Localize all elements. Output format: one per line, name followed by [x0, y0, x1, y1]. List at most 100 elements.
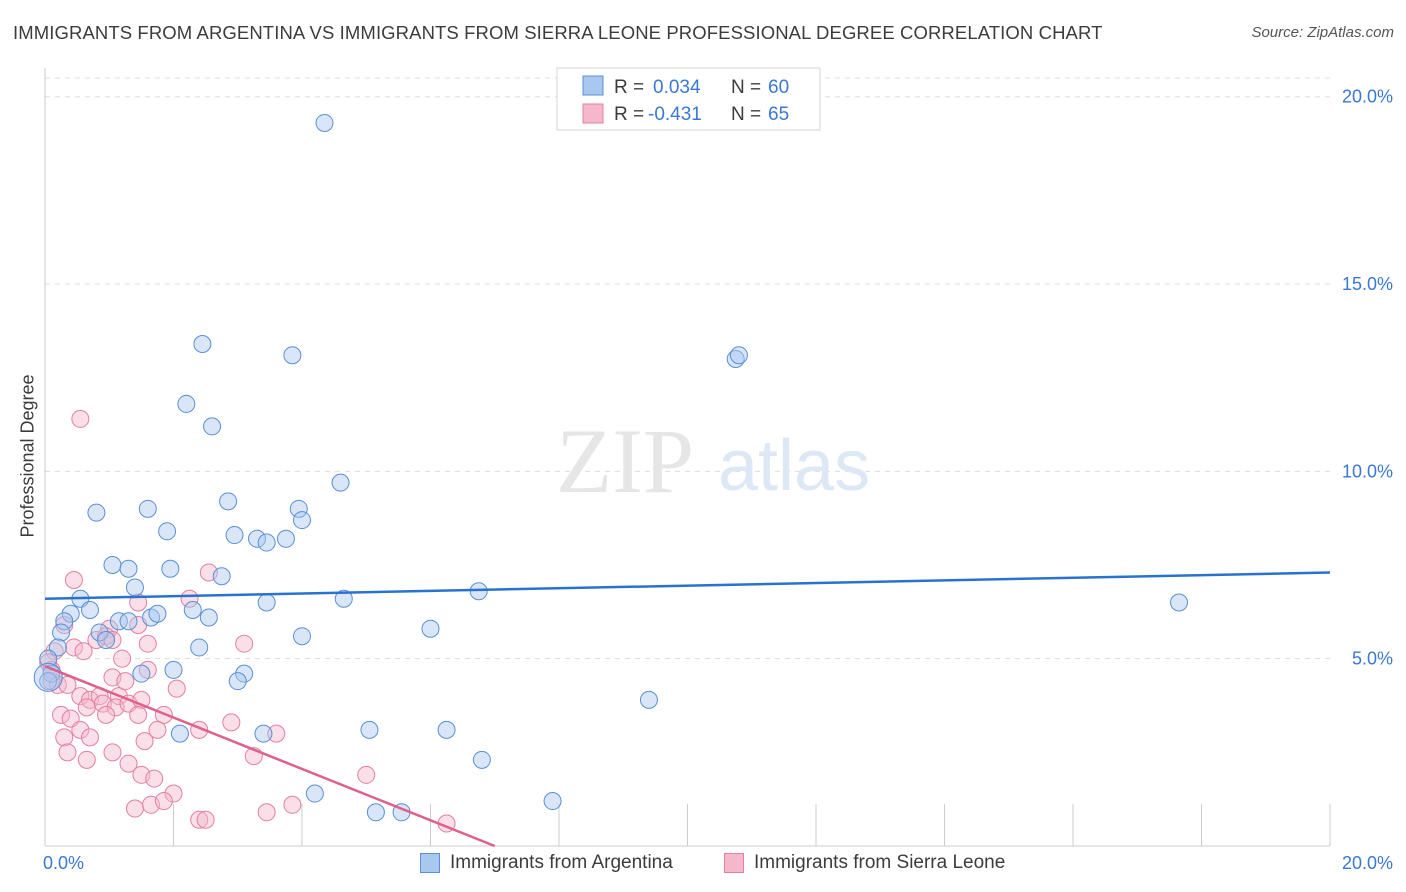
legend-swatch-argentina	[420, 853, 440, 873]
sierra-leone-point-55	[190, 810, 209, 829]
argentina-point-16	[257, 533, 276, 552]
stats-r-label-2: R =	[614, 104, 644, 125]
sierra-leone-point-37	[71, 720, 90, 739]
stats-n-value-1: 60	[768, 77, 789, 98]
argentina-point-4	[729, 346, 748, 365]
sierra-leone-point-48	[145, 769, 164, 788]
argentina-point-24	[257, 593, 276, 612]
stats-n-label-2: N =	[731, 104, 761, 125]
argentina-point-8	[219, 492, 238, 511]
sierra-leone-point-34	[97, 705, 116, 724]
sierra-leone-point-43	[103, 743, 122, 762]
argentina-point-57	[305, 784, 324, 803]
argentina-point-2	[283, 346, 302, 365]
sierra-leone-point-14	[64, 638, 83, 657]
argentina-point-33	[119, 612, 138, 631]
argentina-point-39	[97, 630, 116, 649]
argentina-point-14	[225, 526, 244, 545]
argentina-point-53	[254, 724, 273, 743]
stats-legend: R = 0.034 N = 60 R = -0.431 N = 65	[556, 67, 821, 131]
argentina-point-21	[212, 567, 231, 586]
argentina-point-36	[199, 608, 218, 627]
y-tick-label-0: 5.0%	[1352, 649, 1393, 669]
legend-item-argentina: Immigrants from Argentina	[420, 852, 673, 874]
argentina-point-32	[109, 612, 128, 631]
argentina-point-42	[190, 638, 209, 657]
sierra-leone-trend-line	[44, 665, 496, 848]
argentina-point-30	[183, 600, 202, 619]
legend-label-argentina: Immigrants from Argentina	[450, 852, 673, 873]
argentina-point-22	[125, 578, 144, 597]
argentina-point-29	[61, 604, 80, 623]
argentina-point-19	[119, 559, 138, 578]
x-tick-label-max: 20.0%	[1342, 853, 1393, 873]
argentina-point-56	[472, 750, 491, 769]
sierra-leone-point-12	[138, 634, 157, 653]
argentina-point-1	[193, 334, 212, 353]
watermark-zip: ZIP	[556, 410, 694, 512]
argentina-point-35	[148, 604, 167, 623]
argentina-point-11	[289, 499, 308, 518]
legend-item-sierra-leone: Immigrants from Sierra Leone	[724, 852, 1005, 874]
argentina-point-52	[170, 724, 189, 743]
sierra-leone-point-59	[74, 642, 93, 661]
sierra-leone-point-62	[222, 713, 241, 732]
y-tick-label-2: 15.0%	[1342, 274, 1393, 294]
argentina-point-7	[331, 473, 350, 492]
sierra-leone-point-64	[125, 799, 144, 818]
sierra-leone-point-54	[257, 803, 276, 822]
argentina-point-15	[248, 529, 267, 548]
argentina-point-25	[334, 589, 353, 608]
watermark-atlas: atlas	[718, 426, 870, 506]
sierra-leone-point-61	[148, 720, 167, 739]
argentina-point-18	[103, 556, 122, 575]
sierra-leone-point-15	[113, 649, 132, 668]
sierra-leone-point-46	[119, 754, 138, 773]
axes	[44, 68, 1331, 847]
argentina-point-12	[293, 511, 311, 530]
stats-r-label-1: R =	[614, 77, 644, 98]
stats-n-label-1: N =	[731, 77, 761, 98]
sierra-leone-point-0	[71, 409, 90, 428]
argentina-point-50	[228, 672, 247, 691]
argentina-point-59	[366, 803, 385, 822]
argentina-point-28	[80, 600, 99, 619]
sierra-leone-point-1	[64, 571, 83, 590]
argentina-point-13	[158, 522, 177, 541]
stats-swatch-argentina	[582, 75, 604, 96]
argentina-point-51	[639, 690, 658, 709]
sierra-leone-point-4	[129, 593, 148, 612]
sierra-leone-point-42	[135, 732, 154, 751]
stats-r-value-2: -0.431	[648, 104, 702, 125]
argentina-point-49	[235, 664, 254, 683]
series-legend: Immigrants from Argentina Immigrants fro…	[0, 850, 1406, 880]
argentina-point-48	[164, 660, 183, 679]
argentina-point-40	[293, 627, 311, 646]
sierra-leone-point-32	[52, 705, 71, 724]
trend-lines	[44, 571, 1331, 848]
argentina-point-10	[87, 503, 106, 522]
tick-labels: 5.0% 10.0% 15.0% 20.0% 0.0% 20.0%	[43, 87, 1393, 873]
y-tick-label-1: 10.0%	[1342, 461, 1393, 481]
stats-n-value-2: 65	[768, 104, 789, 125]
argentina-point-38	[90, 623, 109, 642]
argentina-point-54	[360, 720, 379, 739]
watermark: ZIP atlas	[556, 410, 870, 512]
stats-swatch-sierra-leone	[582, 103, 604, 124]
argentina-point-46	[39, 672, 58, 691]
argentina-point-6	[203, 417, 222, 436]
sierra-leone-point-11	[235, 634, 254, 653]
sierra-leone-point-63	[58, 743, 77, 762]
sierra-leone-point-56	[196, 810, 215, 829]
argentina-point-41	[421, 619, 440, 638]
sierra-leone-point-44	[77, 750, 96, 769]
x-tick-label-min: 0.0%	[43, 853, 84, 873]
legend-swatch-sierra-leone	[724, 853, 744, 873]
sierra-leone-point-26	[167, 679, 186, 698]
argentina-point-27	[1170, 593, 1189, 612]
sierra-leone-point-27	[77, 698, 96, 717]
chart-title: IMMIGRANTS FROM ARGENTINA VS IMMIGRANTS …	[13, 22, 1103, 43]
sierra-leone-point-49	[357, 765, 376, 784]
argentina-point-9	[138, 499, 157, 518]
